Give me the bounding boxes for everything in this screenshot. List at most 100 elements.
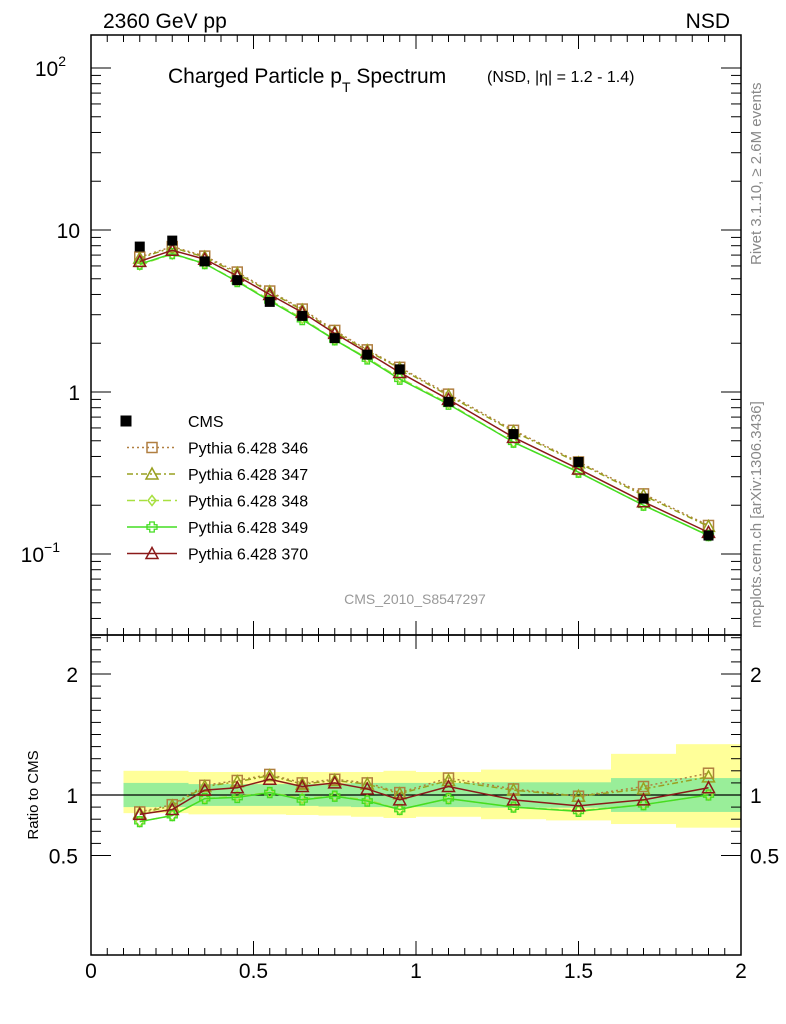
cms-data-point <box>394 364 405 375</box>
y-tick-label: 102 <box>35 53 66 81</box>
legend: CMS Pythia 6.428 346 Pythia 6.428 347 Pythi… <box>120 414 308 564</box>
ratio-point <box>327 772 343 787</box>
ratio-point <box>327 775 343 789</box>
legend-marker <box>146 521 158 533</box>
cms-data-point <box>134 241 145 252</box>
ratio-tick-label-left: 1 <box>66 785 78 808</box>
ratio-ylabel: Ratio to CMS <box>25 750 42 839</box>
legend-label: Pythia 6.428 348 <box>188 494 308 511</box>
y-tick-label: 10−1 <box>21 539 61 567</box>
ratio-point <box>199 792 211 805</box>
ratio-point <box>264 786 276 799</box>
ratio-point <box>197 782 213 796</box>
mcplots-source-label: mcplots.cern.ch [arXiv:1306.3436] <box>748 401 765 628</box>
chart-title-main2: Spectrum <box>351 65 447 88</box>
legend-entry-2: Pythia 6.428 348 <box>127 494 308 511</box>
cms-data-point <box>443 396 454 407</box>
legend-marker-cms <box>120 415 132 427</box>
series-point <box>571 461 586 475</box>
x-tick-label: 2 <box>735 960 747 983</box>
x-tick-label: 1.5 <box>564 960 593 983</box>
legend-marker <box>147 494 157 507</box>
cms-data-point <box>167 235 178 246</box>
y-tick-label: 10 <box>57 220 80 243</box>
ratio-point <box>702 767 715 779</box>
series-point <box>262 284 278 298</box>
rivet-version-label: Rivet 3.1.10, ≥ 2.6M events <box>748 83 765 266</box>
ratio-tick-label-left: 0.5 <box>49 846 78 869</box>
cms-data-point <box>362 349 373 360</box>
series-point <box>132 250 148 264</box>
series-line <box>139 252 709 537</box>
cms-data-point <box>703 530 714 541</box>
legend-label: Pythia 6.428 370 <box>188 547 308 564</box>
ratio-point <box>359 781 375 795</box>
ratio-point <box>571 798 586 812</box>
cms-data-points <box>134 235 714 541</box>
legend-marker <box>146 441 158 454</box>
ratio-series-1 <box>132 768 716 819</box>
ratio-point <box>701 780 716 794</box>
series-point <box>164 239 180 254</box>
header-process-label: NSD <box>686 10 730 33</box>
x-tick-label: 0 <box>85 960 97 983</box>
legend-entry-4: Pythia 6.428 370 <box>127 545 308 564</box>
series-line <box>139 245 709 527</box>
ratio-point <box>262 771 278 786</box>
chart-title: Charged Particle pT Spectrum (NSD, |η| =… <box>168 65 634 95</box>
ratio-point <box>229 774 245 788</box>
legend-entry-1: Pythia 6.428 347 <box>127 466 308 484</box>
ratio-point <box>394 803 406 816</box>
ratio-point <box>132 806 148 821</box>
ratio-line <box>139 778 709 816</box>
series-point <box>132 253 148 268</box>
chart-title-main: Charged Particle p <box>168 65 342 88</box>
ratio-point <box>392 792 408 806</box>
ratio-point <box>361 795 373 807</box>
cms-data-point <box>264 296 275 307</box>
ratio-point <box>636 792 651 806</box>
ratio-point <box>262 768 278 782</box>
ratio-point <box>197 778 213 793</box>
spectrum-panel: 102 10 1 10−1 Charged Particle pT Spectrum … <box>21 34 742 636</box>
ratio-point <box>506 792 521 806</box>
ratio-panel: 2 2 1 1 0.5 0.5 0 0.5 1 1.5 2 Ratio to CMS <box>25 634 779 983</box>
analysis-watermark: CMS_2010_S8547297 <box>344 591 486 607</box>
legend-label: Pythia 6.428 349 <box>188 520 308 537</box>
legend-marker <box>144 466 160 480</box>
legend-entry-3: Pythia 6.428 349 <box>127 520 308 537</box>
header-energy-label: 2360 GeV pp <box>103 10 227 33</box>
cms-data-point <box>329 333 340 344</box>
chart-title-subscript: T <box>342 79 351 95</box>
ratio-point <box>441 778 456 793</box>
legend-marker <box>144 545 160 560</box>
ratio-point <box>231 791 243 804</box>
legend-label: Pythia 6.428 347 <box>188 467 308 484</box>
ratio-point <box>294 778 310 793</box>
legend-label-cms: CMS <box>188 414 224 431</box>
ratio-point <box>296 794 308 806</box>
legend-label: Pythia 6.428 346 <box>188 441 308 458</box>
ratio-tick-label-right: 0.5 <box>750 846 779 869</box>
chart-title-extra: (NSD, |η| = 1.2 - 1.4) <box>487 69 634 86</box>
cms-data-point <box>638 493 649 504</box>
ratio-line <box>139 774 709 814</box>
ratio-point <box>442 792 455 805</box>
cms-data-point <box>199 256 210 267</box>
ratio-point <box>229 780 245 794</box>
legend-entry-cms: CMS <box>120 414 224 431</box>
y-tick-label: 1 <box>68 382 80 405</box>
ratio-point <box>164 801 180 816</box>
x-tick-label: 0.5 <box>239 960 268 983</box>
svg-text:Charged Particle pT Spectrum: Charged Particle pT Spectrum <box>168 65 446 95</box>
ratio-point <box>329 790 341 802</box>
x-tick-label: 1 <box>410 960 422 983</box>
ratio-tick-label-right: 1 <box>750 785 762 808</box>
cms-data-point <box>573 456 584 467</box>
series-point <box>134 258 146 270</box>
series-point <box>164 242 180 256</box>
cms-data-point <box>508 429 519 440</box>
ratio-point <box>294 776 310 790</box>
ratio-tick-label-left: 2 <box>66 664 78 687</box>
